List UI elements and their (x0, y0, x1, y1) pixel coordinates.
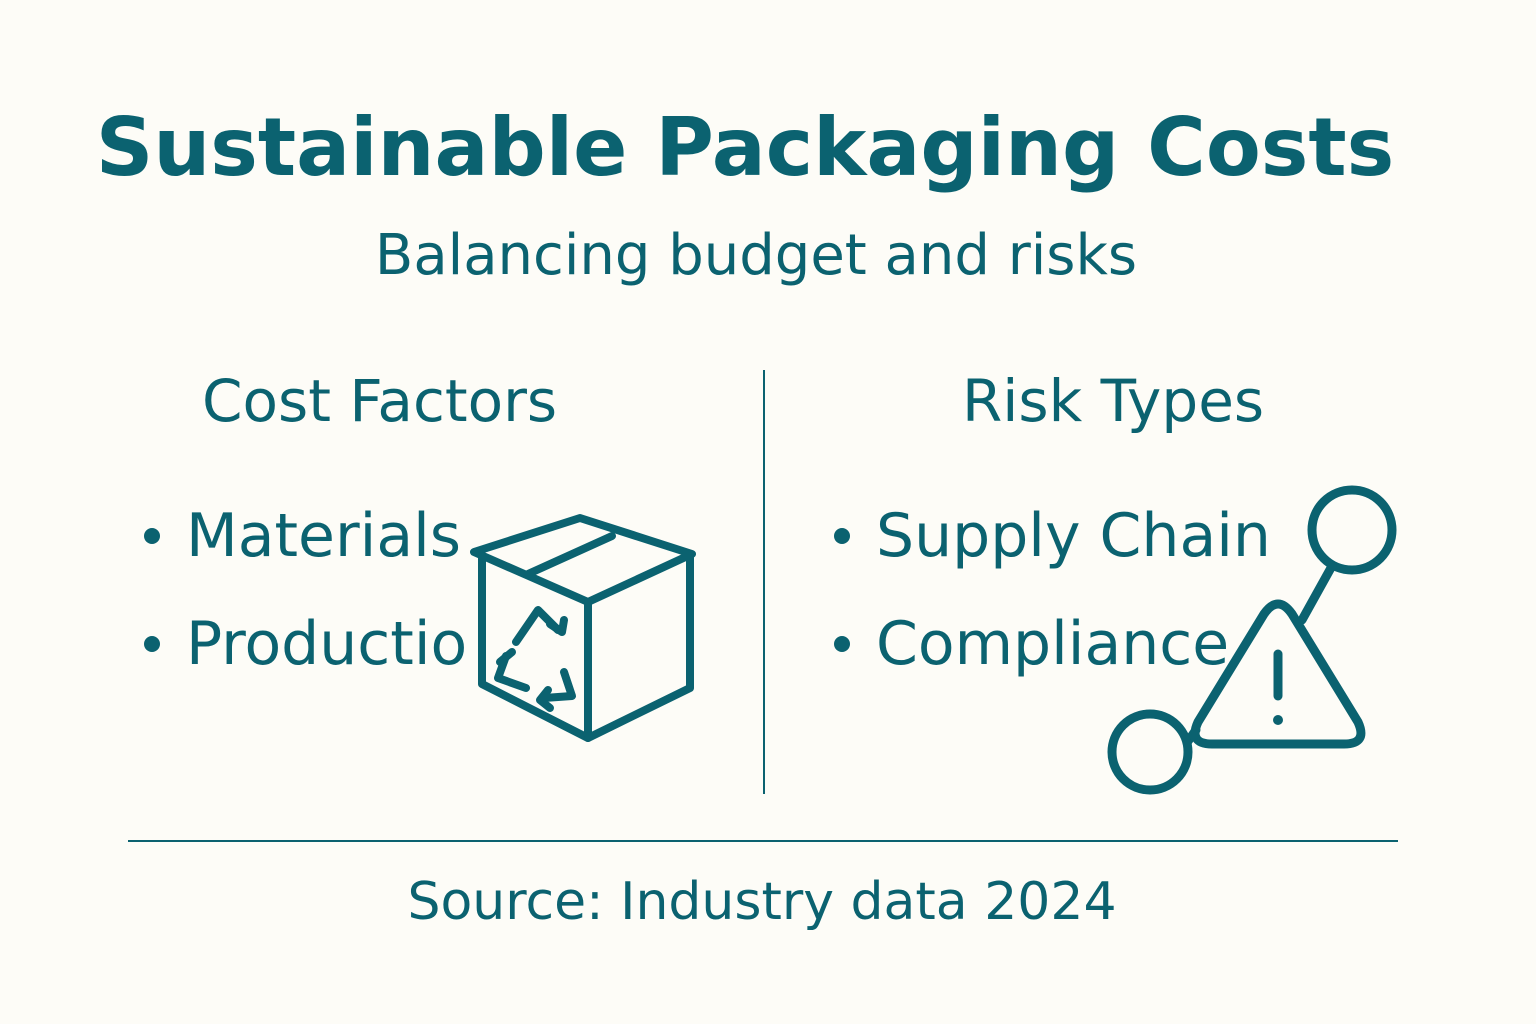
list-item-supply-chain: Supply Chain (834, 506, 1271, 566)
page-subtitle: Balancing budget and risks (374, 223, 1138, 288)
list-item-compliance: Compliance (834, 614, 1229, 674)
source-note: Source: Industry data 2024 (407, 872, 1117, 932)
bullet-icon (144, 528, 160, 544)
list-item-label: Compliance (876, 609, 1230, 679)
risk-types-heading: Risk Types (962, 367, 1265, 435)
list-item-production: Production (144, 614, 505, 674)
list-item-materials: Materials (144, 506, 461, 566)
warning-network-icon (1107, 485, 1397, 795)
bullet-icon (144, 636, 160, 652)
bullet-icon (834, 636, 850, 652)
page-title: Sustainable Packaging Costs (95, 101, 1395, 194)
list-item-label: Supply Chain (876, 501, 1271, 571)
cost-factors-heading: Cost Factors (202, 367, 558, 435)
list-item-label: Materials (186, 501, 462, 571)
column-divider (763, 370, 765, 794)
list-item-label: Production (186, 609, 506, 679)
recycle-box-icon (470, 514, 696, 744)
bullet-icon (834, 528, 850, 544)
footer-divider (128, 840, 1398, 842)
